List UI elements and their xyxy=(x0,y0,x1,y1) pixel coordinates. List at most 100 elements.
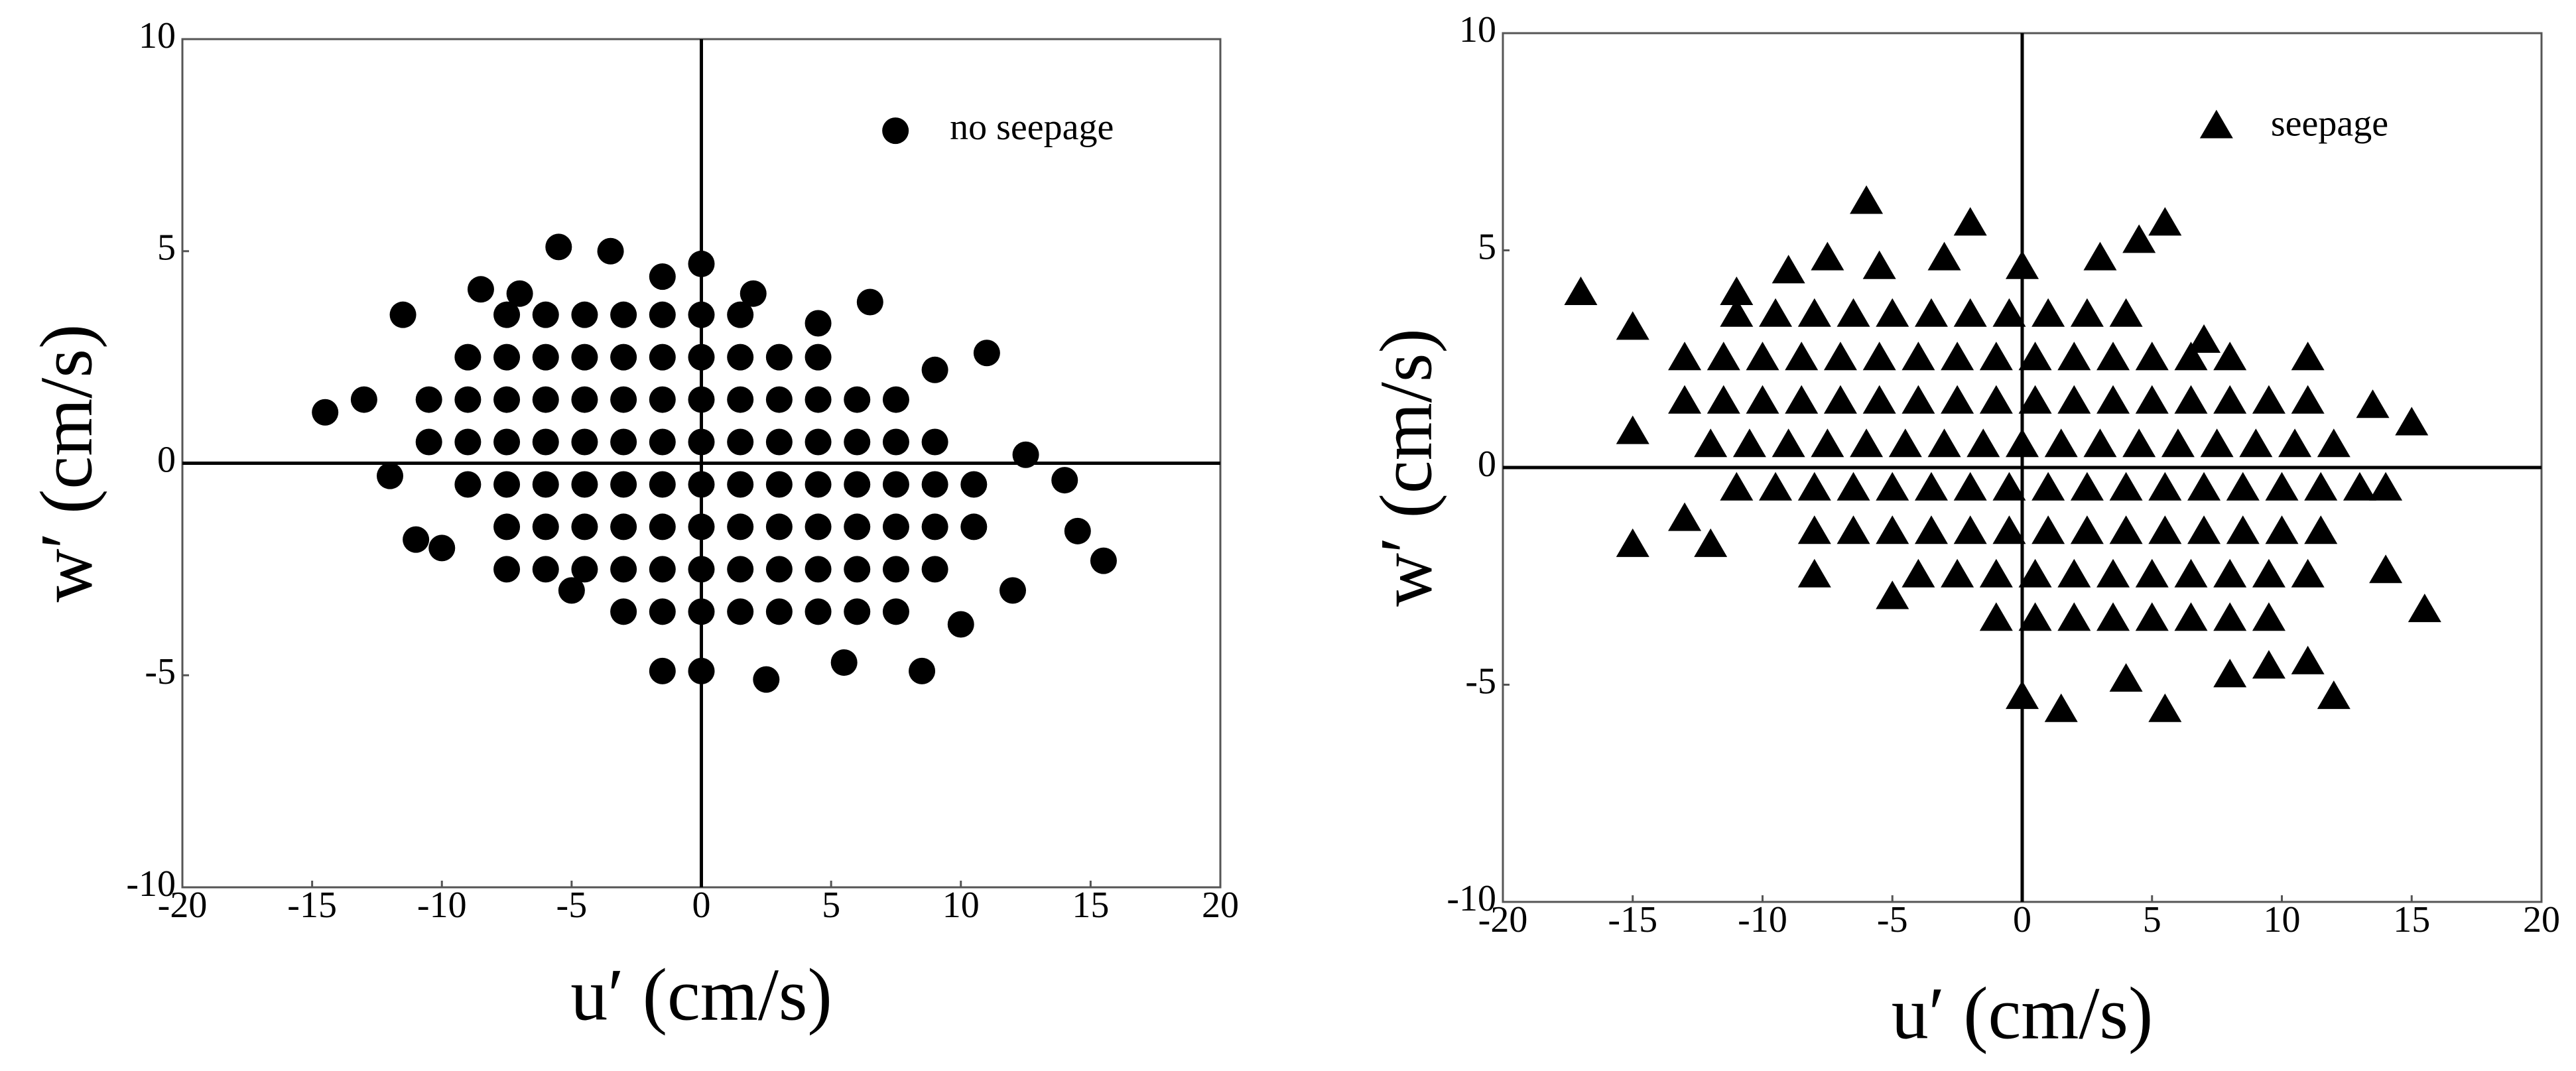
point xyxy=(2109,298,2143,327)
point xyxy=(571,513,598,540)
point xyxy=(805,344,832,371)
point xyxy=(2161,428,2195,458)
point xyxy=(493,428,521,456)
point xyxy=(2317,428,2351,458)
point xyxy=(1012,441,1039,468)
point xyxy=(1888,428,1922,458)
point xyxy=(1720,298,1754,327)
point xyxy=(999,577,1026,604)
point xyxy=(2018,558,2052,588)
point xyxy=(2343,472,2376,501)
point xyxy=(1901,385,1935,414)
point xyxy=(532,344,559,371)
point xyxy=(856,288,883,316)
point xyxy=(532,301,559,328)
point xyxy=(2226,515,2260,544)
point xyxy=(649,386,676,413)
point xyxy=(973,340,1000,367)
point xyxy=(649,301,676,328)
point xyxy=(1927,428,1961,458)
y-tick-label: 0 xyxy=(157,439,176,480)
point xyxy=(2096,342,2130,371)
point xyxy=(1979,602,2013,631)
point xyxy=(921,471,948,498)
point xyxy=(882,471,909,498)
point xyxy=(1979,342,2013,371)
point xyxy=(1720,472,1754,501)
point xyxy=(2213,385,2247,414)
point xyxy=(649,263,676,290)
point xyxy=(2031,298,2065,327)
point xyxy=(571,428,598,456)
point xyxy=(2109,662,2143,692)
point xyxy=(2265,515,2299,544)
point xyxy=(2018,342,2052,371)
point xyxy=(2018,385,2052,414)
point xyxy=(2291,385,2325,414)
point xyxy=(1707,342,1740,371)
point xyxy=(649,344,676,371)
point xyxy=(2044,693,2078,722)
point xyxy=(1616,311,1649,340)
point xyxy=(1797,558,1831,588)
point xyxy=(1992,472,2026,501)
point xyxy=(1797,472,1831,501)
point xyxy=(1785,342,1819,371)
point xyxy=(610,386,637,413)
point xyxy=(1694,428,1728,458)
point xyxy=(1953,472,1987,501)
point xyxy=(2096,385,2130,414)
x-axis-label: u′ (cm/s) xyxy=(570,954,832,1037)
point xyxy=(532,428,559,456)
point xyxy=(2213,602,2247,631)
point xyxy=(1836,515,1870,544)
point xyxy=(610,556,637,583)
point xyxy=(403,526,430,553)
point xyxy=(1064,517,1091,544)
x-tick-label: 0 xyxy=(2013,899,2031,940)
point xyxy=(1953,207,1987,236)
point xyxy=(493,513,521,540)
point xyxy=(610,428,637,456)
point xyxy=(805,310,832,337)
point xyxy=(844,556,871,583)
x-tick-label: 15 xyxy=(1072,885,1109,926)
point xyxy=(1941,385,1974,414)
point xyxy=(571,344,598,371)
point xyxy=(1876,472,1909,501)
point xyxy=(428,535,456,562)
point xyxy=(844,513,871,540)
point xyxy=(649,598,676,625)
y-axis-label: w′ (cm/s) xyxy=(1366,328,1448,607)
point xyxy=(1979,385,2013,414)
point xyxy=(1746,385,1779,414)
point xyxy=(1746,342,1779,371)
point xyxy=(727,344,754,371)
point xyxy=(882,598,909,625)
legend-label: no seepage xyxy=(950,107,1114,148)
point xyxy=(2213,342,2247,371)
point xyxy=(2200,428,2234,458)
x-tick-label: 10 xyxy=(2264,899,2301,940)
point xyxy=(532,471,559,498)
point xyxy=(350,386,377,413)
point xyxy=(506,280,533,307)
point xyxy=(2135,385,2169,414)
point xyxy=(1836,472,1870,501)
point xyxy=(649,471,676,498)
point xyxy=(2395,407,2429,436)
point xyxy=(1694,528,1728,557)
point xyxy=(532,513,559,540)
x-tick-label: -10 xyxy=(417,885,467,926)
x-tick-label: 0 xyxy=(692,885,711,926)
point xyxy=(2252,385,2286,414)
legend-label: seepage xyxy=(2271,103,2388,144)
point xyxy=(921,428,948,456)
point xyxy=(415,386,442,413)
point xyxy=(1771,255,1805,284)
point xyxy=(649,428,676,456)
y-tick-label: -5 xyxy=(1465,661,1496,702)
point xyxy=(1941,342,1974,371)
point xyxy=(2213,558,2247,588)
point xyxy=(532,556,559,583)
